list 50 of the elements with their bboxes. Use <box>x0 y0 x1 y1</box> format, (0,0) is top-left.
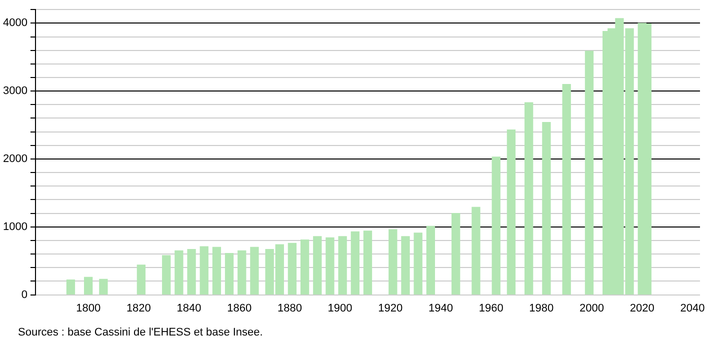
y-tick-label: 1000 <box>2 220 28 233</box>
bar <box>326 237 334 295</box>
bar <box>388 229 398 295</box>
bar <box>350 231 360 295</box>
bar <box>524 102 534 295</box>
x-tick-label: 1880 <box>277 302 302 314</box>
y-tick-label: 3000 <box>2 85 28 98</box>
y-tick-label: 0 <box>21 288 28 301</box>
bar <box>300 239 310 295</box>
bar <box>401 236 410 295</box>
bar <box>162 255 171 295</box>
bar <box>136 264 146 295</box>
x-tick-label: 1840 <box>176 302 202 314</box>
x-tick-label: 1800 <box>76 302 101 314</box>
x-tick-label: 1920 <box>378 302 403 314</box>
bar <box>452 212 460 295</box>
bar <box>506 129 516 295</box>
x-tick-label: 1980 <box>529 302 554 314</box>
bar <box>99 278 108 295</box>
x-tick-label: 1900 <box>328 302 352 314</box>
bar <box>313 236 322 295</box>
x-tick-label: 2020 <box>630 302 654 314</box>
x-tick-label: 1820 <box>126 302 151 314</box>
bar <box>338 236 347 295</box>
x-tick-label: 2040 <box>680 302 705 314</box>
bar <box>250 246 259 295</box>
bar <box>472 206 480 295</box>
bar <box>212 246 222 295</box>
bar <box>66 280 76 295</box>
y-tick-label: 2000 <box>2 153 28 166</box>
bar <box>238 250 246 295</box>
bar <box>174 250 184 295</box>
bar <box>187 248 196 295</box>
bar <box>200 246 208 295</box>
bar <box>224 253 234 295</box>
source-note: Sources : base Cassini de l'EHESS et base Insee. <box>18 326 263 339</box>
bar <box>414 232 422 295</box>
bar <box>84 276 93 295</box>
bar <box>288 242 297 295</box>
x-tick-label: 1860 <box>227 302 252 314</box>
bar <box>584 50 594 295</box>
bar <box>363 230 372 295</box>
bar <box>542 122 551 295</box>
x-tick-label: 1960 <box>478 302 504 314</box>
bar <box>426 226 435 295</box>
x-tick-label: 2000 <box>580 302 604 314</box>
bar <box>492 156 500 295</box>
bar <box>562 84 571 295</box>
y-tick-label: 4000 <box>2 17 28 30</box>
x-tick-label: 1940 <box>428 302 453 314</box>
